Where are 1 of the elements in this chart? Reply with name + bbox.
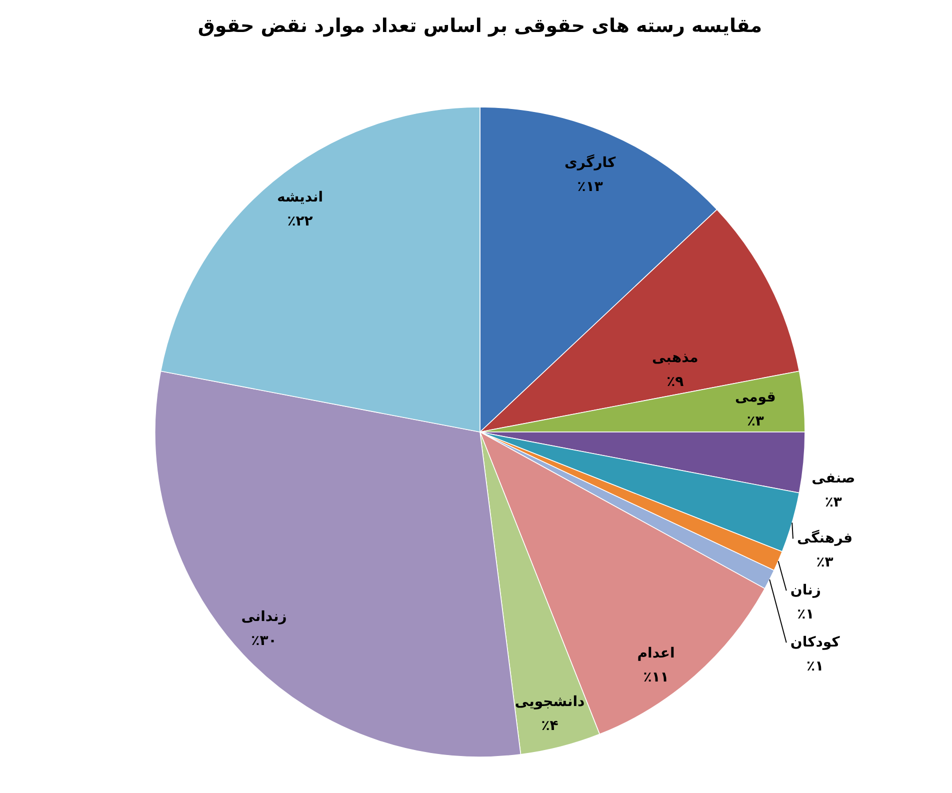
title: مقایسه رسته های حقوقی بر اساس تعداد موارد نقض حقوق — [198, 15, 762, 37]
